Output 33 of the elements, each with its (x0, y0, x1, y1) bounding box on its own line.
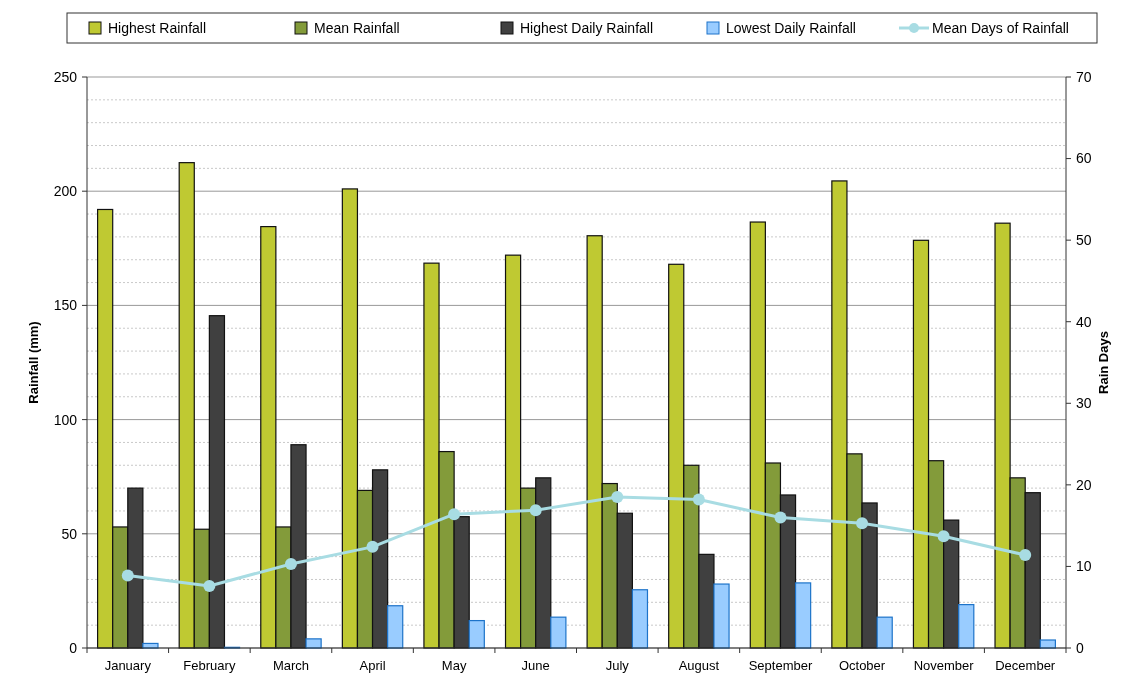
y-axis-title: Rainfall (mm) (26, 321, 41, 404)
x-tick-label: June (521, 658, 550, 673)
x-tick-label: October (838, 658, 886, 673)
x-tick-label: February (183, 658, 236, 673)
legend-label: Highest Rainfall (108, 19, 207, 36)
x-tick-label: August (678, 658, 720, 673)
legend-label: Highest Daily Rainfall (520, 19, 654, 36)
y2-tick-label: 70 (1076, 68, 1092, 85)
y2-tick-label: 0 (1076, 639, 1084, 656)
y-tick-label: 0 (69, 639, 78, 656)
legend-label: Mean Days of Rainfall (932, 19, 1069, 36)
y-tick-label: 50 (61, 525, 78, 542)
y2-tick-label: 30 (1076, 395, 1092, 412)
x-tick-label: July (605, 658, 630, 673)
x-tick-label: September (748, 658, 813, 673)
y2-tick-label: 50 (1076, 232, 1092, 249)
y2-tick-label: 40 (1076, 313, 1092, 330)
x-tick-label: April (359, 658, 386, 673)
y-tick-label: 250 (53, 68, 78, 85)
legend-label: Mean Rainfall (314, 19, 400, 36)
x-tick-label: November (913, 658, 975, 673)
y2-axis-title: Rain Days (1096, 331, 1111, 394)
x-tick-label: January (104, 658, 152, 673)
y2-tick-label: 20 (1076, 476, 1092, 493)
y2-tick-label: 10 (1076, 558, 1092, 575)
legend-label: Lowest Daily Rainfall (726, 19, 856, 36)
x-tick-label: March (272, 658, 310, 673)
x-tick-label: December (995, 658, 1056, 673)
y2-tick-label: 60 (1076, 150, 1092, 167)
y-tick-label: 150 (53, 297, 78, 314)
x-tick-label: May (441, 658, 467, 673)
y-tick-label: 200 (53, 183, 78, 200)
y-tick-label: 100 (53, 411, 78, 428)
